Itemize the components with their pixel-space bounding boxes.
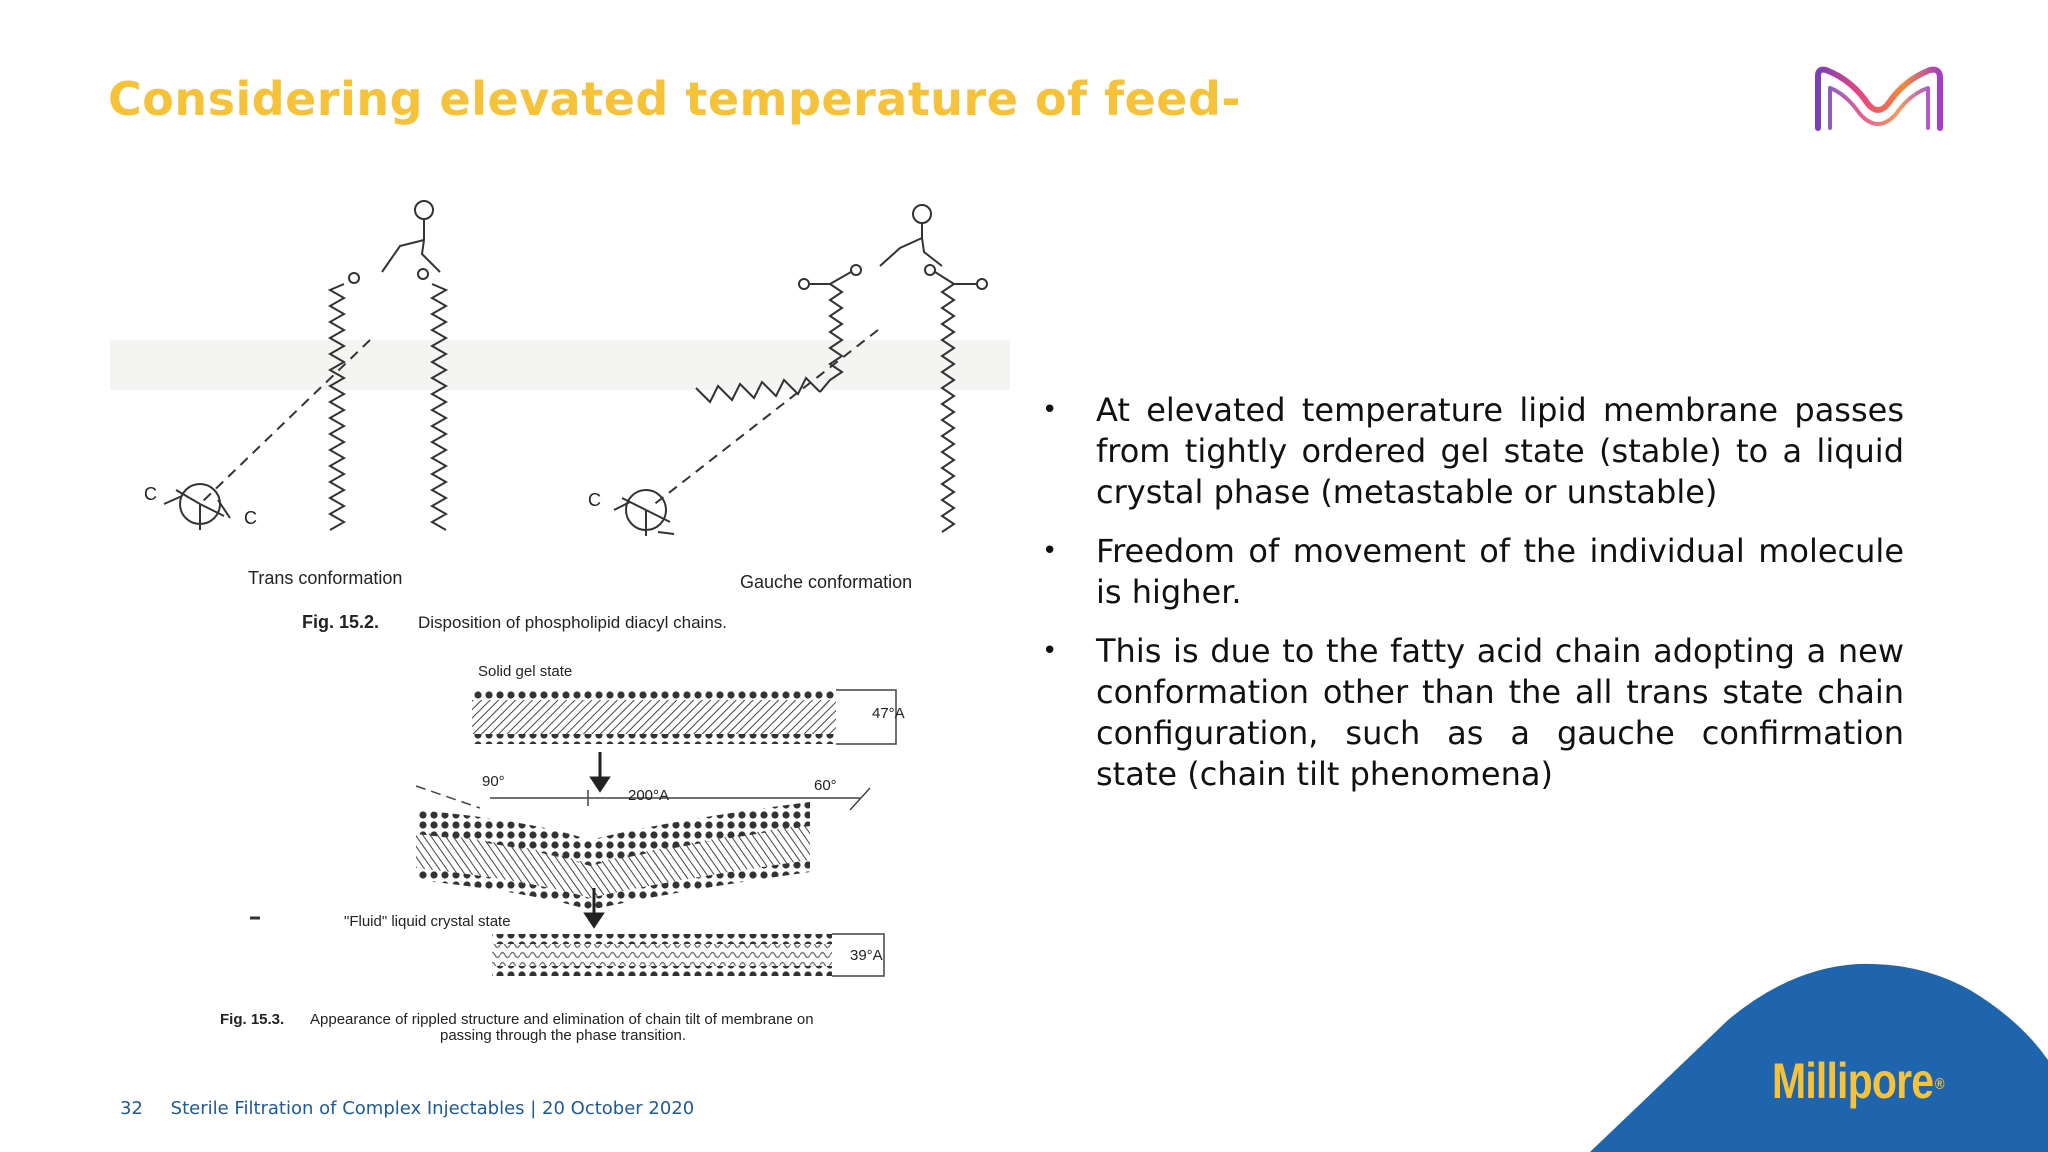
bullet-dot: • xyxy=(1042,536,1058,566)
bullet-text: At elevated temperature lipid membrane p… xyxy=(1096,391,1904,511)
bullet-item: • This is due to the fatty acid chain ad… xyxy=(1040,631,1904,795)
bullet-dot: • xyxy=(1042,636,1058,666)
page-number: 32 xyxy=(120,1098,143,1119)
ripple-guides xyxy=(415,785,871,811)
scan-band xyxy=(110,340,1010,390)
trans-atom-c-right: C xyxy=(244,508,257,528)
solid-thickness-label: 47°A xyxy=(872,705,905,722)
fluid-thickness-bracket xyxy=(832,933,885,977)
bullet-dot: • xyxy=(1042,395,1058,425)
solid-thickness-bracket xyxy=(836,689,897,745)
fig-15-3-caption-line2: passing through the phase transition. xyxy=(440,1027,686,1044)
bullet-text: Freedom of movement of the individual mo… xyxy=(1096,532,1904,611)
fig-15-2-number: Fig. 15.2. xyxy=(302,612,379,632)
trans-molecule xyxy=(163,200,449,531)
brand-corner-shape xyxy=(1590,963,2048,1152)
solid-gel-state-label: Solid gel state xyxy=(478,663,572,680)
trans-conformation-label: Trans conformation xyxy=(248,568,402,588)
merck-m-logo-icon xyxy=(1815,66,1943,131)
ripple-angle-right: 60° xyxy=(814,777,837,794)
bullet-item: • Freedom of movement of the individual … xyxy=(1040,531,1904,613)
bullet-list: • At elevated temperature lipid membrane… xyxy=(1040,390,1904,813)
transition-arrow-2 xyxy=(583,888,605,929)
transition-arrow-1 xyxy=(589,752,611,793)
bullet-text: This is due to the fatty acid chain adop… xyxy=(1096,632,1904,793)
rippled-bilayer xyxy=(416,802,810,910)
footer-text: Sterile Filtration of Complex Injectable… xyxy=(170,1098,695,1119)
gauche-atom-c: C xyxy=(588,490,601,510)
fluid-thickness-label: 39°A xyxy=(850,947,883,964)
millipore-brand: Millipore ® xyxy=(1772,1052,1944,1110)
fluid-bilayer xyxy=(492,934,832,976)
brand-name: Millipore xyxy=(1772,1053,1934,1109)
fig-15-3-caption-line1: Appearance of rippled structure and elim… xyxy=(310,1011,814,1028)
ripple-length-label: 200°A xyxy=(628,787,669,804)
solid-gel-bilayer xyxy=(472,690,836,744)
brand-registered-mark: ® xyxy=(1934,1075,1945,1093)
trans-atom-c-left: C xyxy=(144,484,157,504)
gauche-conformation-label: Gauche conformation xyxy=(740,572,912,592)
fig-15-2-caption: Disposition of phospholipid diacyl chain… xyxy=(418,613,727,632)
fluid-state-label: "Fluid" liquid crystal state xyxy=(344,913,511,930)
ripple-angle-left: 90° xyxy=(482,773,505,790)
gauche-molecule xyxy=(613,204,988,536)
bullet-item: • At elevated temperature lipid membrane… xyxy=(1040,390,1904,513)
phospholipid-figure: C C xyxy=(110,200,1010,1044)
slide-title: Considering elevated temperature of feed… xyxy=(108,72,1242,126)
slide-footer: 32 Sterile Filtration of Complex Injecta… xyxy=(120,1098,694,1119)
fig-15-3-number: Fig. 15.3. xyxy=(220,1011,284,1028)
